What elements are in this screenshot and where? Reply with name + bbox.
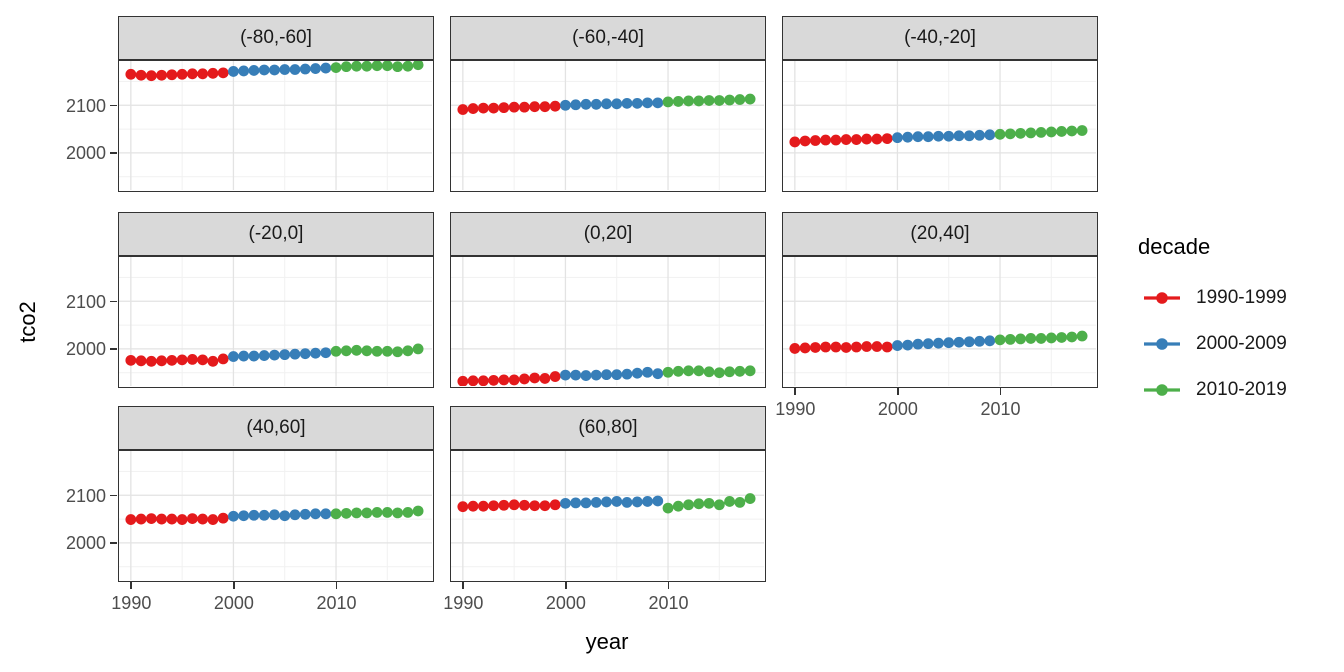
x-tick [896, 388, 899, 395]
decade-points [330, 61, 424, 74]
y-tick [110, 300, 117, 303]
facet-strip-label: (-20,0] [118, 212, 434, 256]
x-tick-label: 1990 [111, 593, 152, 613]
decade-points [125, 67, 229, 82]
facet-panel [118, 60, 434, 192]
facet: (60,80] [450, 406, 766, 582]
x-tick-label: 2010 [980, 399, 1021, 419]
facet-strip-label: (60,80] [450, 406, 766, 450]
facet-plot [451, 257, 764, 386]
decade-points [892, 335, 996, 351]
facet-strip-label: (-80,-60] [118, 16, 434, 60]
x-tick [794, 388, 796, 395]
decade-points [662, 93, 756, 108]
decade-points [994, 125, 1088, 140]
x-tick-label: 2000 [545, 593, 586, 613]
facet: (-40,-20] [782, 16, 1098, 192]
decade-points [892, 129, 996, 144]
facet: (-20,0] [118, 212, 434, 388]
facet-panel [782, 60, 1098, 192]
x-tick-label: 2010 [316, 593, 357, 613]
x-axis-title: year [585, 629, 629, 654]
facet-panel [450, 256, 766, 388]
facet-strip-label: (-60,-40] [450, 16, 766, 60]
decade-points [228, 347, 332, 362]
decade-points [560, 97, 664, 111]
decade-points [330, 505, 424, 520]
x-tick [335, 582, 338, 589]
facet: (-80,-60] [118, 16, 434, 192]
y-tick [110, 104, 117, 107]
decade-points [228, 508, 332, 522]
facet-plot [451, 451, 764, 580]
legend-entry: 1990-1999 [1142, 286, 1287, 310]
decade-points [789, 133, 893, 148]
facet-strip-label: (0,20] [450, 212, 766, 256]
facet-plot [119, 451, 432, 580]
decade-points [662, 493, 756, 514]
facet-plot [783, 257, 1096, 386]
y-tick-label: 2100 [65, 291, 106, 312]
facet: (40,60] [118, 406, 434, 582]
decade-points [994, 330, 1088, 346]
y-tick [110, 542, 117, 544]
legend-key-icon [1144, 338, 1180, 350]
y-axis-title: tco2 [15, 301, 40, 343]
y-tick [110, 152, 117, 154]
legend-entry: 2000-2009 [1142, 332, 1287, 356]
x-tick [232, 582, 235, 589]
y-tick-label: 2100 [65, 95, 106, 116]
legend-entry-label: 1990-1999 [1196, 287, 1287, 308]
x-tick [130, 582, 132, 589]
facet-plot [119, 257, 432, 386]
decade-points [560, 495, 664, 509]
decade-points [789, 341, 893, 354]
y-tick-label: 2100 [65, 485, 106, 506]
facet-panel [118, 256, 434, 388]
facet-panel [450, 450, 766, 582]
facet-plot [783, 61, 1096, 190]
facet-panel [782, 256, 1098, 388]
facet: (0,20] [450, 212, 766, 388]
x-tick-label: 2010 [648, 593, 689, 613]
x-tick [667, 582, 670, 589]
facet: (-60,-40] [450, 16, 766, 192]
y-tick-label: 2000 [65, 533, 106, 554]
legend-entry-label: 2010-2019 [1196, 379, 1287, 400]
x-tick-label: 2000 [877, 399, 918, 419]
facet-plot [119, 61, 432, 190]
y-tick [110, 494, 117, 497]
legend-key-icon [1144, 292, 1180, 304]
legend-title: decade [1138, 234, 1211, 259]
decade-points [457, 100, 561, 115]
decade-points [125, 512, 229, 525]
facet: (20,40] [782, 212, 1098, 388]
facet-strip-label: (40,60] [118, 406, 434, 450]
decade-points [125, 353, 229, 367]
y-tick-label: 2000 [65, 339, 106, 360]
facet-strip-label: (-40,-20] [782, 16, 1098, 60]
legend-entry: 2010-2019 [1142, 378, 1287, 402]
y-tick-label: 2000 [65, 143, 106, 164]
legend-key-icon [1144, 384, 1180, 396]
x-tick [999, 388, 1002, 395]
decade-points [457, 499, 561, 513]
facet-strip-label: (20,40] [782, 212, 1098, 256]
x-tick-label: 1990 [443, 593, 484, 613]
x-tick-label: 2000 [213, 593, 254, 613]
x-tick [564, 582, 567, 589]
x-tick [462, 582, 464, 589]
decade-points [457, 371, 561, 386]
legend-entry-label: 2000-2009 [1196, 333, 1287, 354]
decade-points [560, 366, 664, 381]
facet-plot [451, 61, 764, 190]
y-tick [110, 348, 117, 350]
facet-panel [118, 450, 434, 582]
decade-points [228, 62, 332, 77]
decade-points [662, 365, 756, 379]
x-tick-label: 1990 [775, 399, 816, 419]
decade-points [330, 343, 424, 358]
facet-panel [450, 60, 766, 192]
